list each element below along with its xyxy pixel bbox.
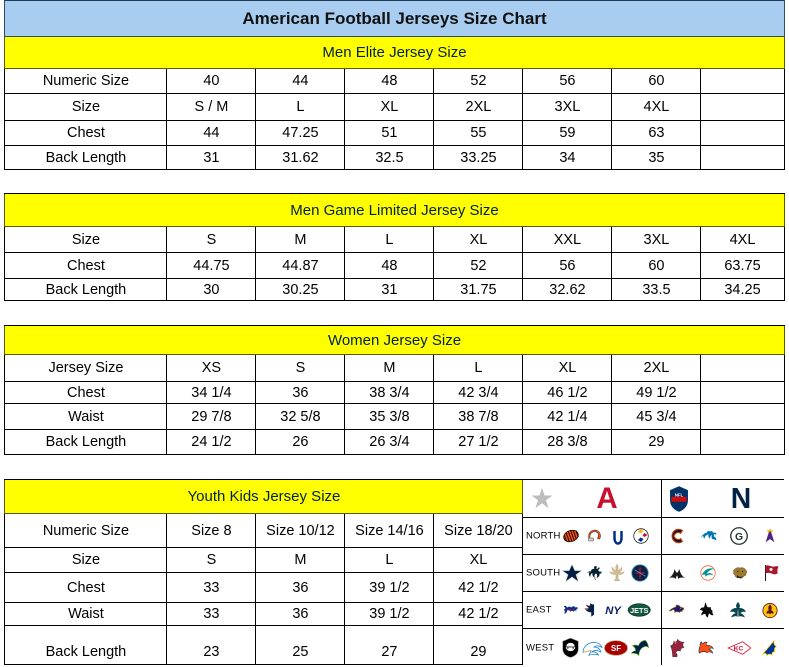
svg-text:NFL: NFL <box>675 492 684 497</box>
svg-text:A: A <box>596 484 617 514</box>
svg-text:KC: KC <box>734 645 744 652</box>
svg-text:SF: SF <box>611 644 621 653</box>
svg-text:JETS: JETS <box>630 606 648 615</box>
svg-text:N: N <box>730 484 750 514</box>
svg-text:NY: NY <box>605 605 622 617</box>
svg-text:G: G <box>735 532 743 543</box>
